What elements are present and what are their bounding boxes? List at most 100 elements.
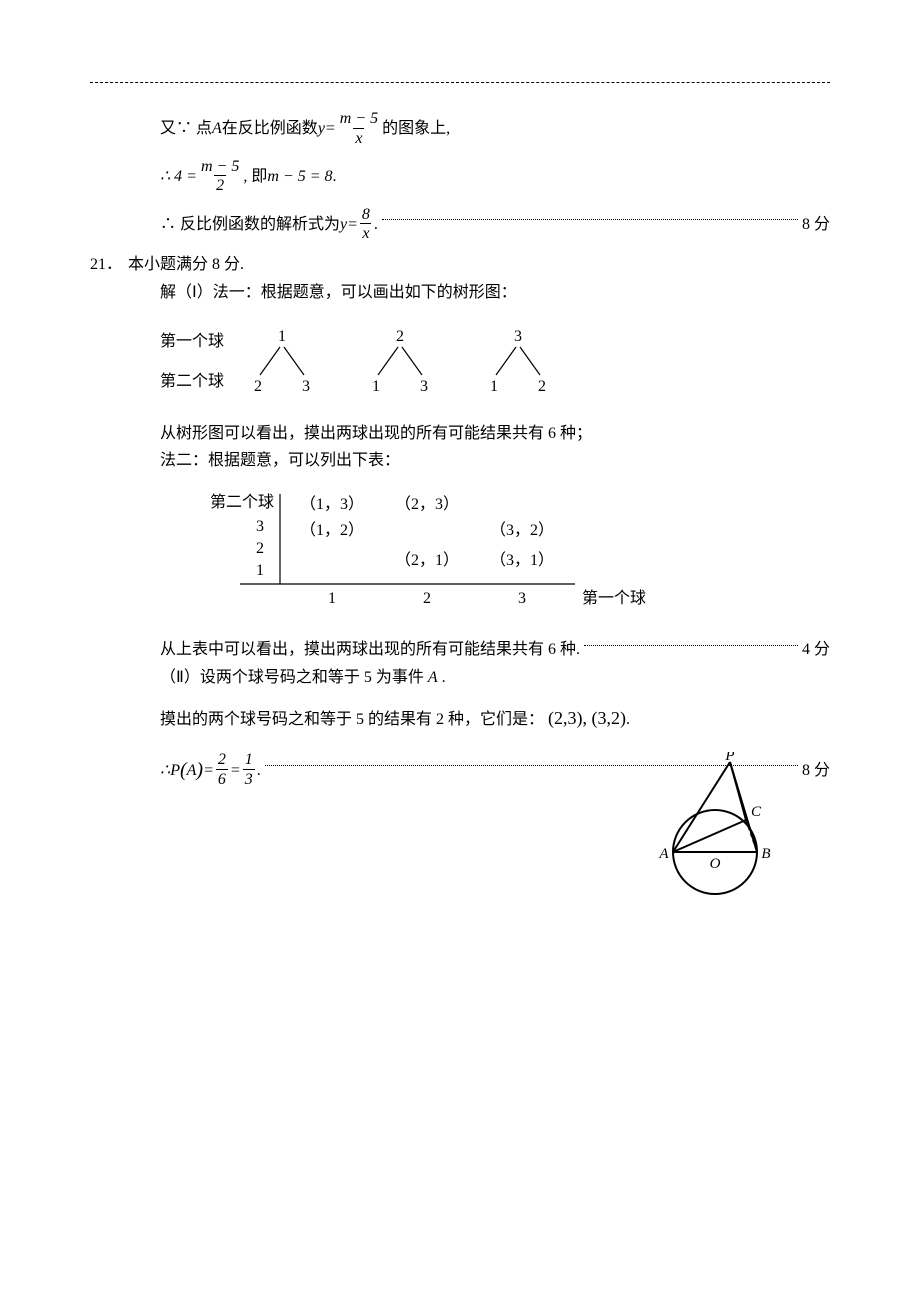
denominator: x [353,128,364,148]
text: . [333,163,337,190]
label-C: C [751,804,762,820]
leader-dots [382,219,798,220]
tree-leaf: 3 [302,378,310,395]
text: 的图象上, [382,115,450,142]
q21-header: 21． 本小题满分 8 分. [90,251,830,278]
numerator: 8 [360,206,372,224]
tree-leaf: 3 [420,378,428,395]
eq: = [230,757,241,784]
line-result-pairs: 摸出的两个球号码之和等于 5 的结果有 2 种，它们是： (2,3), (3,2… [90,703,830,734]
tree-row2-label: 第二个球 [160,372,224,390]
numerator: 1 [243,751,255,769]
circle-svg: P A B C O [640,752,790,902]
tree-edge [260,347,280,375]
score-label: 4 分 [802,636,830,663]
page: 又∵ 点 A 在反比例函数 y = m − 5 x 的图象上, ∴ 4 = m … [0,0,920,829]
denominator: 6 [216,769,228,789]
var-A: A [428,669,438,686]
paren: ) [196,753,203,787]
table-cell: （3，2） [490,521,554,539]
therefore: ∴ [160,757,170,784]
table-svg: 第二个球 3 2 1 （1，3） （2，3） （1，2） （3，2） （2，1）… [210,489,650,619]
text: . [257,757,261,784]
tree-leaf: 1 [490,378,498,395]
body-content: 又∵ 点 A 在反比例函数 y = m − 5 x 的图象上, ∴ 4 = m … [90,110,830,789]
table-yval: 2 [256,540,264,557]
tree-top: 1 [278,328,286,345]
question-number: 21． [90,251,128,278]
text: . [438,669,446,686]
var-A: A [212,115,222,142]
line-method2-intro: 法二：根据题意，可以列出下表： [90,447,830,474]
fraction: 1 3 [243,751,255,789]
tree-row1-label: 第一个球 [160,332,224,350]
line-part2-intro: （Ⅱ）设两个球号码之和等于 5 为事件 A . [90,664,830,691]
eq: = [203,757,214,784]
expr: m − 5 = 8 [267,163,332,190]
line-because-point-A: 又∵ 点 A 在反比例函数 y = m − 5 x 的图象上, [90,110,830,148]
var-y: y [340,211,347,238]
label-B: B [761,846,770,862]
numerator: m − 5 [338,110,380,128]
outcome-table: 第二个球 3 2 1 （1，3） （2，3） （1，2） （3，2） （2，1）… [90,489,830,628]
text: 法二：根据题意，可以列出下表： [160,452,400,469]
pairs: (2,3), (3,2) [548,708,626,728]
table-xval: 2 [423,590,431,607]
text: 在反比例函数 [222,115,318,142]
line-final-function: ∴ 反比例函数的解析式为 y = 8 x . 8 分 [90,206,830,244]
label-P: P [724,752,734,764]
tree-diagram: 第一个球 第二个球 1 2 3 2 1 3 3 1 2 [90,321,830,410]
text: . [374,211,378,238]
tree-leaf: 2 [538,378,546,395]
segment-PC [730,762,746,820]
text: ∴ 反比例函数的解析式为 [160,211,340,238]
var-P: P [170,757,180,784]
numerator: m − 5 [199,158,241,176]
label-A: A [658,846,669,862]
leader-dots [584,645,798,646]
denominator: 2 [214,175,226,195]
text: . [626,711,630,728]
line-table-conclusion: 从上表中可以看出，摸出两球出现的所有可能结果共有 6 种. 4 分 [90,636,830,663]
paren: ( [180,753,187,787]
tree-top: 2 [396,328,404,345]
var-y: y [318,115,325,142]
tree-edge [402,347,422,375]
tree-top: 3 [514,328,522,345]
var-A: A [187,757,197,784]
line-tree-conclusion: 从树形图可以看出，摸出两球出现的所有可能结果共有 6 种； [90,420,830,447]
label-O: O [710,856,721,872]
tree-leaf: 2 [254,378,262,395]
table-cell: （2，3） [395,495,459,513]
q21-method1-intro: 解（Ⅰ）法一：根据题意，可以画出如下的树形图： [90,279,830,306]
fraction: 8 x [360,206,372,244]
table-cell: （1，3） [300,495,364,513]
table-cell: （1，2） [300,521,364,539]
score-label: 8 分 [802,211,830,238]
numerator: 2 [216,751,228,769]
text: 摸出的两个球号码之和等于 5 的结果有 2 种，它们是： [160,711,544,728]
fraction: 2 6 [216,751,228,789]
text: 又∵ 点 [160,115,212,142]
text: （Ⅱ）设两个球号码之和等于 5 为事件 [160,669,428,686]
table-cell: （3，1） [490,551,554,569]
tree-edge [496,347,516,375]
tree-leaf: 1 [372,378,380,395]
line-therefore-4-eq: ∴ 4 = m − 5 2 , 即 m − 5 = 8 . [90,158,830,196]
denominator: 3 [243,769,255,789]
denominator: x [360,223,371,243]
fraction: m − 5 x [338,110,380,148]
score-label: 8 分 [802,757,830,784]
table-yval: 1 [256,562,264,579]
text: 从上表中可以看出，摸出两球出现的所有可能结果共有 6 种. [160,636,580,663]
eq: = [347,211,358,238]
table-xlabel: 第一个球 [582,589,646,607]
eq: = [325,115,336,142]
tree-svg: 第一个球 第二个球 1 2 3 2 1 3 3 1 2 [160,321,580,401]
tree-edge [520,347,540,375]
text: 解（Ⅰ）法一：根据题意，可以画出如下的树形图： [160,284,517,301]
text: ∴ 4 = [160,163,197,190]
header-dashed-rule [90,82,830,83]
text: 从树形图可以看出，摸出两球出现的所有可能结果共有 6 种； [160,425,592,442]
tree-edge [284,347,304,375]
